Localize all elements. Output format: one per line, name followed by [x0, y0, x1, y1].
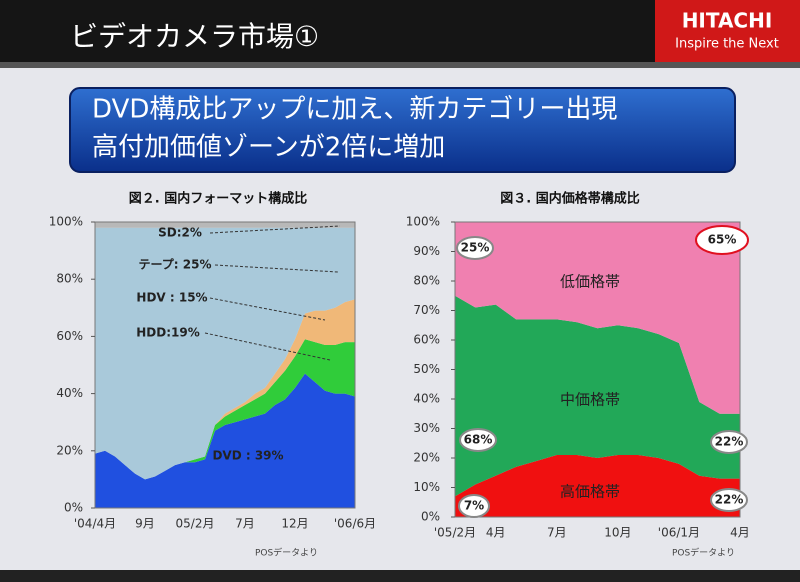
logo: HITACHI [682, 9, 773, 33]
x-tick-label: 05/2月 [176, 517, 215, 531]
source-note: POSデータより [255, 547, 318, 559]
area [455, 295, 740, 497]
area [95, 339, 355, 480]
annotation: 22% [715, 435, 744, 449]
x-tick-label: '06/6月 [334, 517, 376, 531]
area [95, 373, 355, 508]
y-tick-label: 60% [56, 329, 83, 343]
leader [209, 225, 341, 234]
annotation: 65% [708, 233, 737, 247]
y-tick-label: 100% [406, 215, 440, 229]
x-tick-label: '06/1月 [658, 526, 700, 540]
callout [710, 430, 748, 454]
area-label: 高価格帯 [560, 483, 620, 501]
area-label: 低価格帯 [560, 273, 620, 291]
logo-box [655, 0, 800, 62]
annotation: SD:2% [158, 226, 202, 240]
source-note: POSデータより [672, 547, 735, 559]
y-tick-label: 20% [413, 451, 440, 465]
screen-edge [0, 570, 800, 582]
callout [710, 488, 748, 512]
y-tick-label: 0% [421, 510, 440, 524]
y-tick-label: 40% [56, 386, 83, 400]
annotation: DVD : 39% [212, 449, 283, 463]
leader [214, 264, 339, 273]
x-tick-label: '04/4月 [74, 517, 116, 531]
x-tick-label: 4月 [730, 526, 750, 540]
area [455, 222, 740, 414]
title-rule [0, 62, 800, 68]
x-tick-label: 4月 [486, 526, 506, 540]
area [455, 455, 740, 517]
chart-title: 図２. 国内フォーマット構成比 [129, 191, 307, 207]
x-tick-label: 7月 [235, 517, 255, 531]
annotation: 68% [464, 433, 493, 447]
y-tick-label: 100% [49, 215, 83, 229]
x-tick-label: '05/2月 [434, 526, 476, 540]
callout [695, 225, 749, 255]
annotation: 25% [461, 241, 490, 255]
chart-title: 図３. 国内価格帯構成比 [500, 191, 639, 207]
callout [458, 494, 490, 518]
y-tick-label: 70% [413, 303, 440, 317]
y-tick-label: 50% [413, 362, 440, 376]
callout [459, 428, 497, 452]
leader [204, 332, 331, 361]
y-tick-label: 90% [413, 244, 440, 258]
tagline: Inspire the Next [675, 37, 779, 52]
headline: DVD構成比アップに加え、新カテゴリー出現 [92, 95, 617, 125]
headline-banner [69, 87, 736, 173]
headline: 高付加価値ゾーンが2倍に増加 [92, 133, 445, 163]
x-tick-label: 10月 [604, 526, 631, 540]
slide-title: ビデオカメラ市場① [70, 20, 319, 53]
annotation: HDD:19% [136, 326, 200, 340]
y-tick-label: 80% [56, 272, 83, 286]
y-tick-label: 20% [56, 443, 83, 457]
y-tick-label: 10% [413, 480, 440, 494]
y-tick-label: 40% [413, 392, 440, 406]
area [95, 227, 355, 480]
annotation: 7% [464, 499, 484, 513]
y-tick-label: 0% [64, 501, 83, 515]
y-tick-label: 60% [413, 333, 440, 347]
annotation: HDV : 15% [136, 291, 207, 305]
x-tick-label: 9月 [135, 517, 155, 531]
area [95, 222, 355, 228]
area-label: 中価格帯 [560, 391, 620, 409]
leader [209, 297, 326, 321]
area [95, 299, 355, 480]
annotation: テープ: 25% [139, 257, 212, 272]
callout [456, 236, 494, 260]
annotation: 22% [715, 493, 744, 507]
x-tick-label: 12月 [281, 517, 308, 531]
y-tick-label: 80% [413, 274, 440, 288]
plot-frame [94, 221, 356, 509]
y-tick-label: 30% [413, 421, 440, 435]
x-tick-label: 7月 [547, 526, 567, 540]
